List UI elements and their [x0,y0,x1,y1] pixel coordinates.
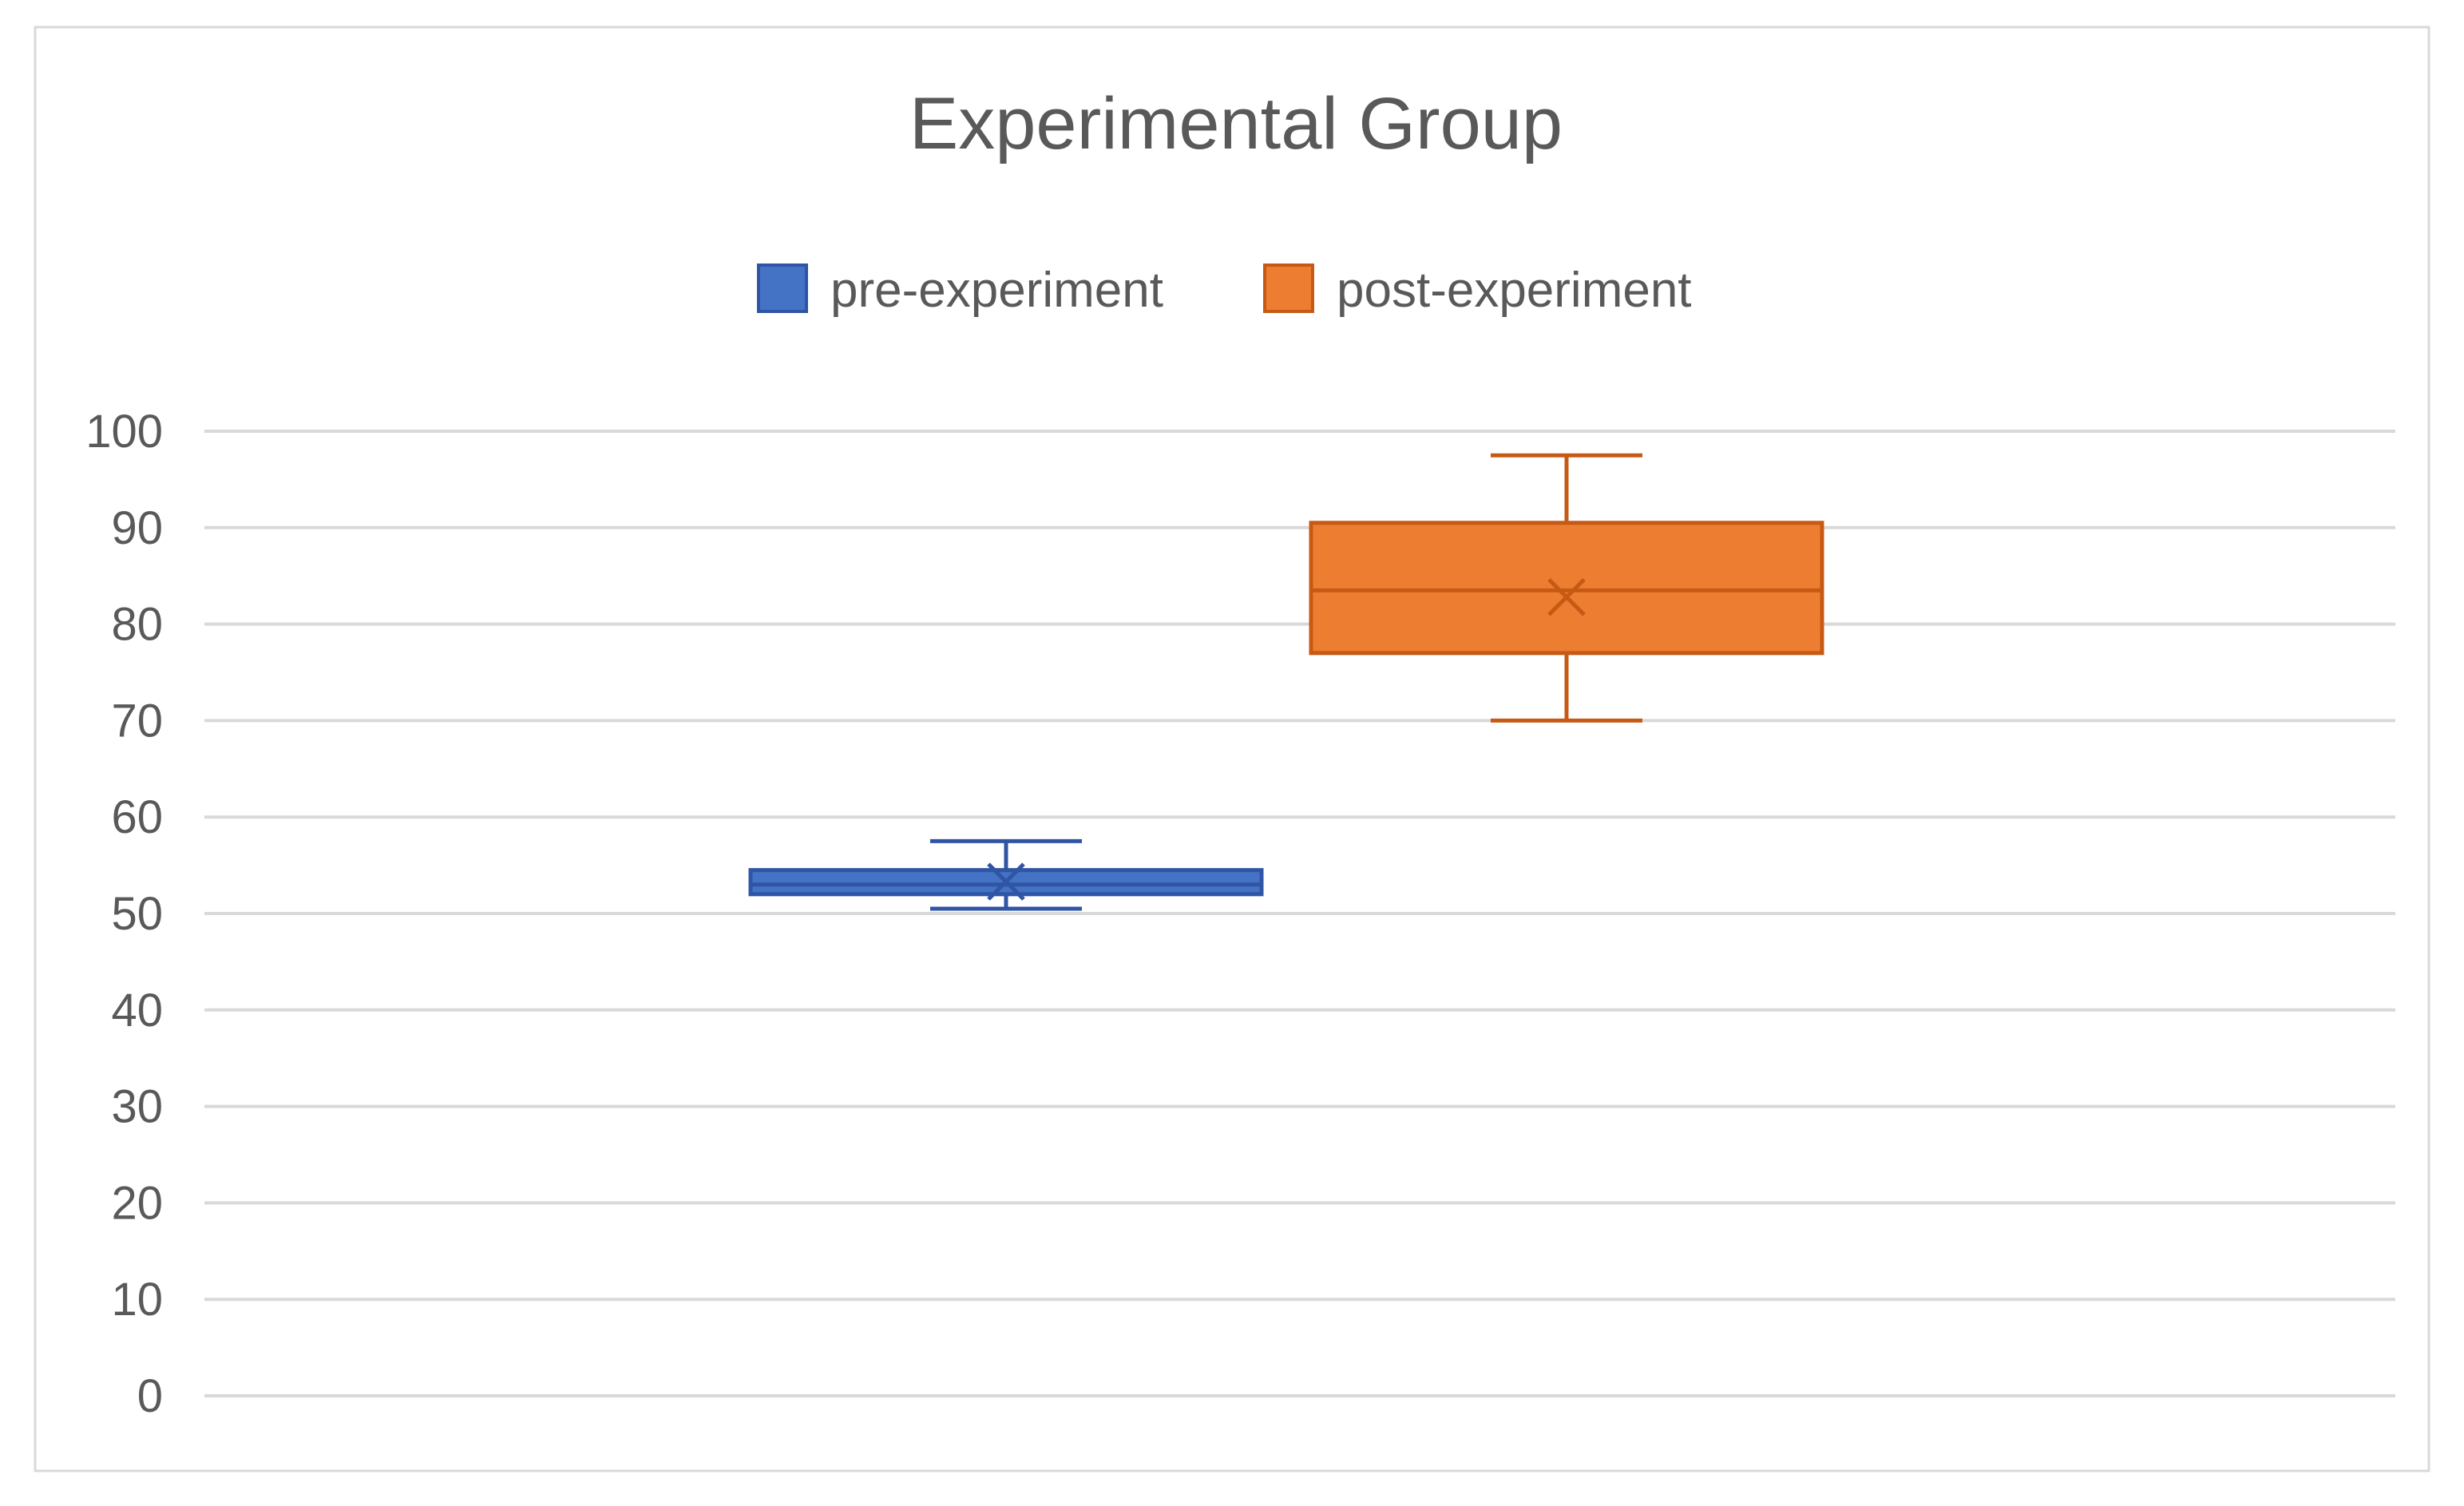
chart-title: Experimental Group [909,83,1563,164]
y-tick-label-0: 0 [137,1370,163,1422]
y-tick-label-70: 70 [111,695,163,747]
y-tick-label-30: 30 [111,1081,163,1133]
legend: pre-experiment post-experiment [757,263,1692,318]
legend-swatch-post-experiment [1263,264,1314,313]
mean-marker-b-pre-experiment [987,862,1025,901]
y-tick-label-60: 60 [111,791,163,843]
boxes [748,453,1824,911]
y-axis-labels: 0 10 20 30 40 50 60 70 80 90 100 [85,406,163,1422]
y-tick-label-80: 80 [111,599,163,651]
y-tick-label-40: 40 [111,985,163,1036]
box-group-pre-experiment [748,838,1264,911]
box-group-post-experiment [1309,453,1824,723]
y-tick-label-90: 90 [111,502,163,554]
iqr-box-post-experiment [1309,521,1824,656]
y-tick-label-20: 20 [111,1177,163,1229]
y-tick-label-100: 100 [85,406,163,458]
y-tick-label-10: 10 [111,1274,163,1326]
y-tick-label-50: 50 [111,888,163,940]
legend-label-pre-experiment: pre-experiment [830,263,1163,318]
legend-label-post-experiment: post-experiment [1337,263,1692,318]
gridlines [204,430,2395,1397]
mean-marker-b-post-experiment [1547,578,1586,616]
legend-swatch-pre-experiment [757,264,808,313]
chart-frame [34,26,2430,1472]
